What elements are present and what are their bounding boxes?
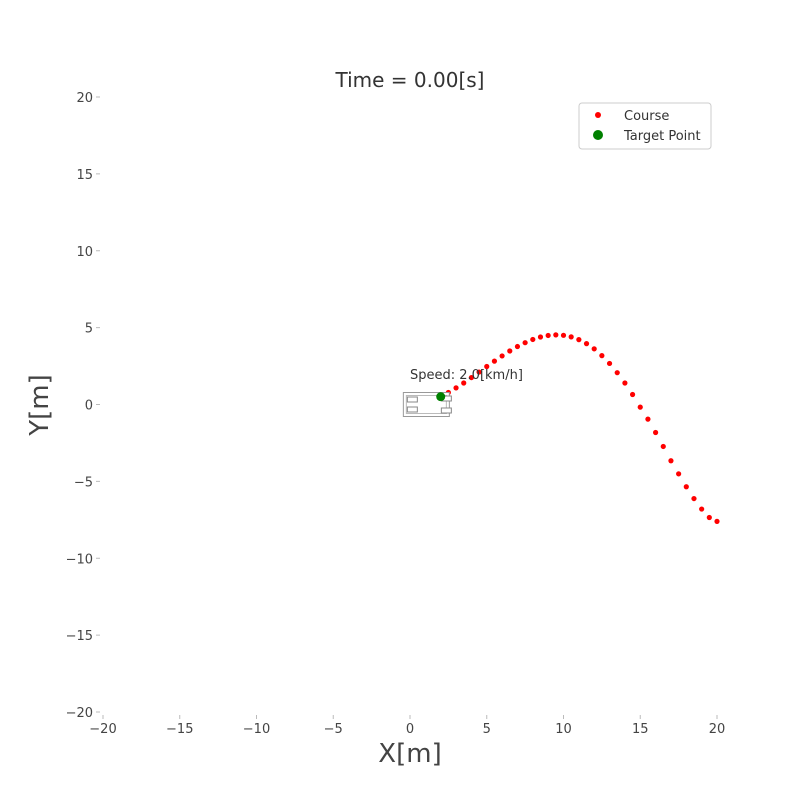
course-point [683,484,689,490]
y-tick-label: 5 [85,322,93,337]
course-point [461,380,467,386]
course-point [484,363,490,370]
y-tick-label: −5 [74,475,93,490]
vehicle-wheel [406,406,418,413]
course-point [706,514,712,521]
x-tick-label: −10 [243,722,270,737]
course-point [629,391,636,398]
target-point-series [436,392,446,402]
x-tick-label: −15 [166,722,193,737]
course-point [653,429,659,436]
course-point [660,443,666,450]
x-tick-label: 0 [406,722,414,737]
legend-box [578,102,712,150]
course-point [614,370,620,376]
y-tick-label: −20 [66,706,93,721]
course-series [407,332,720,524]
course-point [668,458,674,464]
course-point [676,471,682,477]
y-tick-label: 10 [76,245,93,260]
speed-annotation: Speed: 2.0[km/h] [410,368,523,383]
course-point [699,506,705,512]
x-tick-label: −20 [89,722,116,737]
axes: Time = 0.00[s] X[m] Y[m] [25,68,484,769]
course-point [714,518,720,524]
course-point [545,332,551,339]
y-tick-label: 0 [85,399,93,414]
course-point [530,336,536,343]
course-point [553,332,559,338]
vehicle-wheel [440,407,452,414]
course-point [537,334,544,340]
chart-title: Time = 0.00[s] [335,68,485,92]
course-point [514,343,521,350]
course-point [499,353,505,359]
course-point [591,346,597,352]
course-point [645,416,651,422]
y-axis-label: Y[m] [25,374,55,437]
x-tick-label: 5 [483,722,491,737]
legend-label-course: Course [624,109,669,124]
course-point [468,374,474,381]
legend-label-target: Target Point [623,129,701,144]
course-point [453,385,459,391]
course-point [576,337,582,343]
x-axis-label: X[m] [378,739,441,769]
course-point [691,495,697,502]
course-point [522,340,528,346]
annotations: Speed: 2.0[km/h] [410,368,523,383]
y-tick-label: −15 [66,629,93,644]
x-tick-label: −5 [324,722,343,737]
y-tick-label: 20 [76,91,93,106]
y-tick-label: −10 [66,552,93,567]
course-point [606,360,613,367]
course-point [507,348,513,354]
course-point [560,332,567,338]
axis-ticks: −20 −15 −10 −5 0 5 10 15 20 −20 −15 −10 −5 0 5 10 15 20 [66,91,726,737]
course-point [599,353,605,359]
course-point [476,369,482,375]
course-point [637,404,643,410]
legend-marker-target [593,130,603,140]
course-point [491,358,498,364]
course-point [568,334,574,340]
vehicle-body-inner [405,395,447,414]
target-point [436,392,446,402]
y-tick-label: 15 [76,168,93,183]
x-tick-label: 20 [709,722,726,737]
legend: Course Target Point [578,102,712,150]
course-point [622,380,628,386]
vehicle-wheel [406,396,418,403]
legend-marker-course [595,112,601,118]
x-tick-label: 15 [632,722,649,737]
course-point [583,341,590,347]
x-tick-label: 10 [555,722,572,737]
